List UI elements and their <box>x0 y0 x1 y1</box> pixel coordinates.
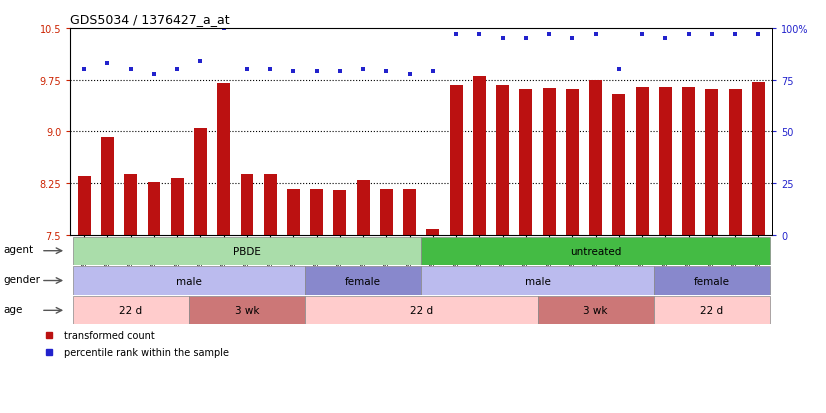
Bar <box>682 88 695 235</box>
Bar <box>78 177 91 235</box>
Bar <box>148 183 160 235</box>
Bar <box>426 230 439 235</box>
Bar <box>705 90 719 235</box>
Bar <box>217 84 230 235</box>
Point <box>403 71 416 78</box>
Text: 3 wk: 3 wk <box>235 306 259 316</box>
Bar <box>189 297 305 325</box>
Bar <box>73 297 189 325</box>
Text: female: female <box>694 276 730 286</box>
Text: age: age <box>3 304 22 314</box>
Bar <box>612 95 625 235</box>
Bar <box>124 175 137 235</box>
Point <box>752 32 765 38</box>
Bar <box>653 297 770 325</box>
Bar <box>73 237 421 265</box>
Text: 22 d: 22 d <box>119 306 142 316</box>
Text: gender: gender <box>3 275 40 285</box>
Point <box>310 69 323 76</box>
Point <box>612 67 625 74</box>
Point <box>124 67 137 74</box>
Bar <box>729 90 742 235</box>
Text: percentile rank within the sample: percentile rank within the sample <box>64 347 229 357</box>
Text: transformed count: transformed count <box>64 330 154 341</box>
Bar <box>653 267 770 295</box>
Point <box>217 26 230 32</box>
Point <box>682 32 695 38</box>
Point <box>240 67 254 74</box>
Bar <box>305 267 421 295</box>
Bar <box>752 83 765 235</box>
Bar <box>311 189 323 235</box>
Text: untreated: untreated <box>570 246 621 256</box>
Text: male: male <box>176 276 202 286</box>
Bar <box>473 77 486 235</box>
Bar <box>589 81 602 235</box>
Point <box>472 32 486 38</box>
Bar <box>194 129 206 235</box>
Point <box>78 67 91 74</box>
Bar <box>357 180 369 235</box>
Text: male: male <box>525 276 550 286</box>
Point <box>357 67 370 74</box>
Point <box>449 32 463 38</box>
Bar <box>421 267 653 295</box>
Bar <box>240 175 254 235</box>
Point <box>263 67 277 74</box>
Point <box>496 36 510 43</box>
Bar <box>566 90 579 235</box>
Bar <box>171 178 183 235</box>
Bar <box>496 86 509 235</box>
Point <box>659 36 672 43</box>
Point <box>543 32 556 38</box>
Bar <box>449 86 463 235</box>
Point <box>426 69 439 76</box>
Point <box>170 67 183 74</box>
Text: 22 d: 22 d <box>700 306 724 316</box>
Bar <box>101 138 114 235</box>
Point <box>589 32 602 38</box>
Text: 22 d: 22 d <box>410 306 433 316</box>
Point <box>566 36 579 43</box>
Point <box>729 32 742 38</box>
Point <box>101 61 114 67</box>
Bar <box>305 297 538 325</box>
Text: 3 wk: 3 wk <box>583 306 608 316</box>
Point <box>520 36 533 43</box>
Point <box>194 59 207 65</box>
Text: PBDE: PBDE <box>233 246 261 256</box>
Bar <box>73 267 305 295</box>
Bar <box>538 297 653 325</box>
Bar <box>543 89 556 235</box>
Bar <box>263 175 277 235</box>
Bar <box>421 237 770 265</box>
Point <box>333 69 346 76</box>
Text: GDS5034 / 1376427_a_at: GDS5034 / 1376427_a_at <box>70 13 230 26</box>
Bar <box>659 88 672 235</box>
Bar <box>380 189 393 235</box>
Bar <box>636 88 648 235</box>
Text: agent: agent <box>3 245 33 255</box>
Point <box>705 32 719 38</box>
Bar <box>403 189 416 235</box>
Point <box>147 71 160 78</box>
Bar <box>287 189 300 235</box>
Point <box>287 69 300 76</box>
Point <box>380 69 393 76</box>
Bar <box>334 191 346 235</box>
Point <box>635 32 648 38</box>
Bar <box>520 90 532 235</box>
Text: female: female <box>345 276 381 286</box>
